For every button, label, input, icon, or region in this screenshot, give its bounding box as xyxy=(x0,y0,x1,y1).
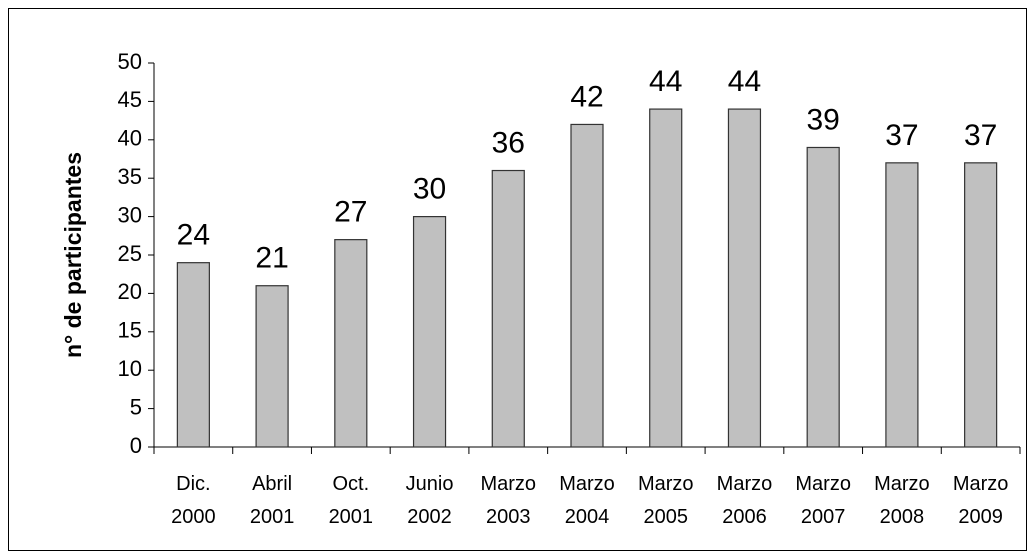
bar xyxy=(412,216,447,448)
x-tick-label-line: 2009 xyxy=(958,506,1003,528)
bar xyxy=(885,162,919,448)
x-tick-label-line: Marzo xyxy=(559,473,615,495)
y-tick-label: 10 xyxy=(118,356,142,381)
x-tick-label-line: 2003 xyxy=(486,506,531,528)
x-tick-label-line: Marzo xyxy=(874,473,930,495)
x-tick-label-line: Marzo xyxy=(717,473,773,495)
bar xyxy=(255,285,289,448)
x-tick-label-line: Marzo xyxy=(795,473,851,495)
value-label: 21 xyxy=(255,242,288,275)
value-label: 42 xyxy=(570,80,603,113)
y-tick-label: 50 xyxy=(118,49,142,74)
bar xyxy=(570,123,604,448)
x-tick-label-line: 2005 xyxy=(643,506,688,528)
x-tick-label-line: Marzo xyxy=(953,473,1009,495)
x-tick-label: Marzo 2004 xyxy=(559,473,615,528)
bar xyxy=(491,169,525,448)
y-axis-title: n° de participantes xyxy=(60,152,86,358)
value-label: 37 xyxy=(964,119,997,152)
x-tick-label: Marzo 2007 xyxy=(795,473,851,528)
x-tick-label-line: Oct. xyxy=(332,473,369,495)
x-tick-label: Abril 2001 xyxy=(250,473,295,528)
x-tick-label-line: 2002 xyxy=(407,506,452,528)
x-tick-label: Marzo 2008 xyxy=(874,473,930,528)
value-label: 44 xyxy=(728,65,761,98)
x-tick-label-line: 2008 xyxy=(880,506,925,528)
x-tick-label-line: 2001 xyxy=(329,506,374,528)
x-tick-label: Junio 2002 xyxy=(406,473,454,528)
bar xyxy=(649,108,683,448)
value-label: 44 xyxy=(649,65,682,98)
x-tick-label-line: 2007 xyxy=(801,506,846,528)
x-tick-label-line: Junio xyxy=(406,473,454,495)
y-tick-label: 30 xyxy=(118,202,142,227)
value-label: 30 xyxy=(413,173,446,206)
x-tick-label-line: Marzo xyxy=(480,473,536,495)
x-tick-label-line: Dic. xyxy=(176,473,210,495)
x-tick-label: Marzo 2006 xyxy=(717,473,773,528)
value-label: 39 xyxy=(806,103,839,136)
y-tick-label: 35 xyxy=(118,164,142,189)
x-tick-label: Oct. 2001 xyxy=(329,473,374,528)
value-label: 37 xyxy=(885,119,918,152)
y-tick-label: 5 xyxy=(130,394,142,419)
y-tick-label: 20 xyxy=(118,279,142,304)
x-tick-label-line: 2004 xyxy=(565,506,610,528)
x-tick-label-line: Abril xyxy=(252,473,292,495)
x-tick-label-line: 2006 xyxy=(722,506,767,528)
y-tick-label: 40 xyxy=(118,126,142,151)
x-tick-label: Marzo 2009 xyxy=(953,473,1009,528)
y-tick-label: 25 xyxy=(118,241,142,266)
bar xyxy=(176,262,210,448)
value-label: 24 xyxy=(177,219,210,252)
value-label: 27 xyxy=(334,196,367,229)
x-tick-label: Marzo 2003 xyxy=(480,473,536,528)
value-label: 36 xyxy=(492,127,525,160)
x-tick-label-line: Marzo xyxy=(638,473,694,495)
x-tick-label-line: 2000 xyxy=(171,506,216,528)
y-tick-label: 15 xyxy=(118,318,142,343)
y-tick-label: 45 xyxy=(118,87,142,112)
bar xyxy=(727,108,762,448)
x-tick-label-line: 2001 xyxy=(250,506,295,528)
x-tick-label: Marzo 2005 xyxy=(638,473,694,528)
y-tick-label: 0 xyxy=(130,433,142,458)
x-tick-label: Dic. 2000 xyxy=(171,473,216,528)
bar xyxy=(964,162,998,448)
bar xyxy=(334,239,368,448)
bar xyxy=(806,146,840,448)
